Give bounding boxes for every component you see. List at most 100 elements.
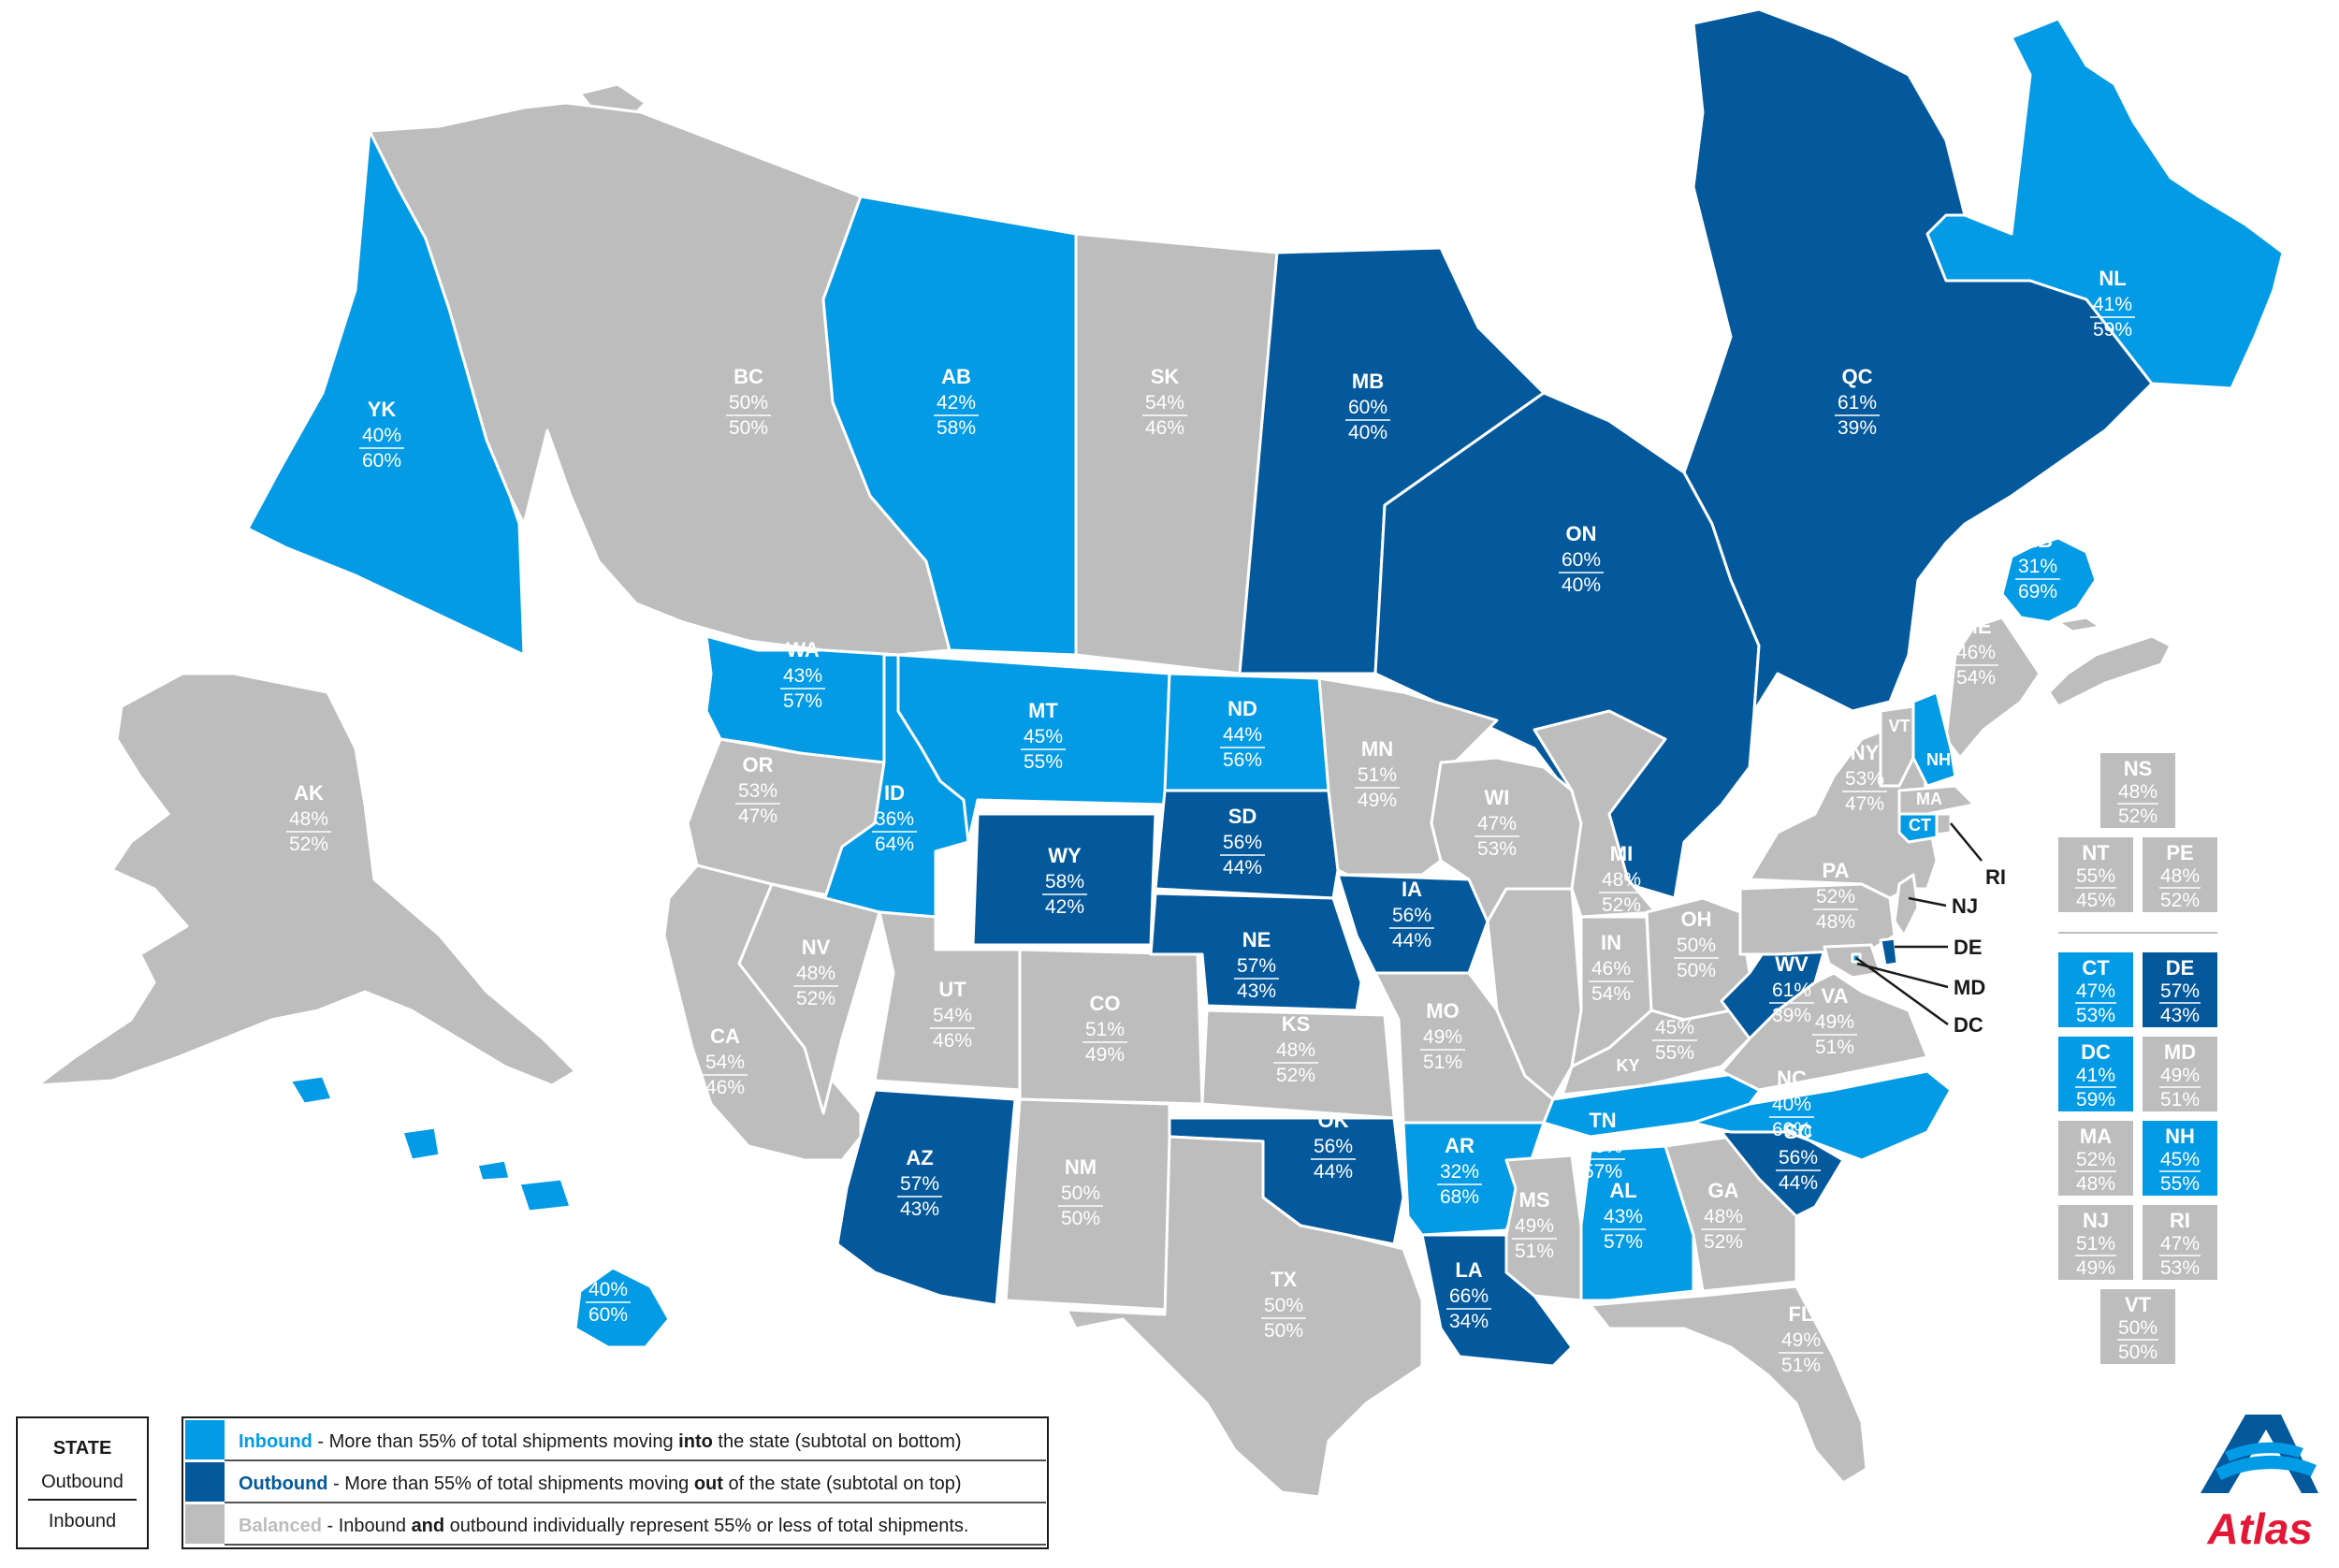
box-fill [2058, 1121, 2133, 1196]
label-wy: WY 58% 42% [1042, 844, 1087, 918]
label-nh: NH [1926, 750, 1951, 769]
label-ky: KY [1616, 1056, 1639, 1075]
region-ms [1504, 1154, 1583, 1302]
outbound-value: 61% [1838, 392, 1877, 414]
inbound-value: 50% [1061, 1208, 1100, 1229]
region-code: MN [1361, 737, 1393, 761]
region-code: CO [1090, 992, 1121, 1015]
inbound-value: 43% [2160, 1005, 2200, 1026]
region-code: NS [2124, 757, 2153, 780]
outbound-value: 40% [362, 425, 401, 446]
legend-desc-emph: out [694, 1474, 723, 1494]
inbound-value: 43% [1237, 980, 1276, 1002]
label-tx: TX 50% 50% [1261, 1268, 1306, 1342]
legend-desc-post: the state (subtotal on bottom) [713, 1431, 962, 1452]
outbound-value: 54% [705, 1052, 745, 1073]
region-fl [1589, 1285, 1868, 1485]
inbound-value: 44% [1223, 857, 1262, 878]
inbound-value: 44% [1779, 1172, 1818, 1194]
outbound-value: 50% [1061, 1183, 1100, 1204]
outbound-value: 40% [1772, 1094, 1811, 1115]
inbound-value: 59% [2093, 319, 2132, 341]
region-code: NL [2099, 267, 2126, 290]
inbound-value: 48% [1816, 911, 1855, 933]
inbound-value: 52% [2160, 890, 2200, 911]
outbound-value: 46% [1591, 958, 1631, 980]
inbound-value: 44% [1392, 930, 1431, 951]
region-code: NC [1777, 1067, 1807, 1090]
region-code: MT [1028, 699, 1058, 722]
region-code: PE [2166, 841, 2193, 864]
inbound-value: 54% [1956, 667, 1996, 689]
region-tx [1065, 1135, 1424, 1499]
label-vt: VT [1888, 717, 1910, 735]
outbound-value: 32% [1440, 1161, 1479, 1183]
inbound-value: 53% [2160, 1257, 2200, 1279]
inbound-value: 50% [2118, 1342, 2157, 1363]
callout-nj: NJ [1908, 894, 1978, 918]
region-code: UT [938, 978, 966, 1001]
inbound-value: 52% [1276, 1065, 1315, 1086]
outbound-value: 53% [738, 780, 777, 802]
outbound-value: 66% [1449, 1285, 1489, 1307]
region-code: BC [734, 365, 763, 388]
legend-desc-emph: into [678, 1431, 713, 1452]
legend-desc-pre: - More than 55% of total shipments movin… [312, 1431, 678, 1452]
region-code: AR [1445, 1134, 1475, 1157]
region-code: VT [2125, 1293, 2152, 1316]
region-code: TX [1271, 1268, 1297, 1291]
island-hi-5 [400, 1125, 442, 1162]
region-code: ID [884, 781, 905, 805]
inbound-value: 45% [2076, 890, 2115, 911]
label-al: AL 43% 57% [1601, 1179, 1646, 1253]
inbound-value: 50% [1677, 960, 1716, 981]
region-nh [1911, 690, 1957, 788]
label-co: CO 51% 49% [1082, 992, 1127, 1066]
region-code: HI [598, 1252, 618, 1275]
box-fill [2058, 1205, 2133, 1280]
label-nd: ND 44% 56% [1220, 697, 1265, 771]
region-code: SD [1228, 805, 1257, 828]
label-mi: MI 48% 52% [1599, 842, 1644, 916]
region-code: VA [1822, 984, 1849, 1008]
region-code: AK [294, 781, 324, 805]
outbound-value: 49% [1515, 1215, 1554, 1237]
label-ns: NS [2100, 631, 2124, 649]
region-code: NT [2082, 841, 2110, 864]
label-sc: SC 56% 44% [1776, 1120, 1821, 1194]
region-mi [1533, 709, 1667, 919]
outbound-value: 48% [1602, 869, 1641, 891]
region-code: AL [1609, 1179, 1636, 1202]
region-code: TN [1589, 1109, 1616, 1132]
legend-text: Balanced - Inbound and outbound individu… [239, 1516, 968, 1536]
region-code: MS [1519, 1188, 1550, 1212]
inbound-value: 51% [1815, 1037, 1854, 1058]
outbound-value: 48% [2118, 781, 2157, 803]
outbound-value: 49% [1423, 1026, 1462, 1048]
inbound-value: 50% [1264, 1320, 1303, 1342]
box-fill [2143, 952, 2217, 1027]
box-fill [2058, 837, 2133, 912]
legend-swatch [185, 1462, 225, 1502]
outbound-value: 49% [1815, 1011, 1854, 1033]
label-in: IN 46% 54% [1589, 931, 1634, 1005]
outbound-value: 31% [2018, 556, 2057, 577]
inbound-value: 49% [1085, 1044, 1125, 1066]
outbound-value: 40% [588, 1279, 628, 1300]
legend-label: Outbound [239, 1474, 328, 1494]
outbound-value: 60% [1348, 397, 1387, 418]
outbound-value: 52% [1816, 886, 1855, 907]
outbound-value: 47% [2160, 1233, 2200, 1255]
outbound-value: 41% [2093, 294, 2132, 315]
label-nc: NC 40% 60% [1769, 1067, 1814, 1140]
label-oh: OH 50% 50% [1674, 907, 1719, 981]
box-fill [2100, 753, 2175, 828]
outbound-value: 60% [1562, 549, 1601, 571]
inbound-value: 51% [1781, 1355, 1821, 1376]
atlas-logo: Atlas [2201, 1415, 2318, 1553]
legend-row-inbound: Inbound - More than 55% of total shipmen… [185, 1420, 1046, 1461]
region-code: OR [743, 753, 774, 777]
